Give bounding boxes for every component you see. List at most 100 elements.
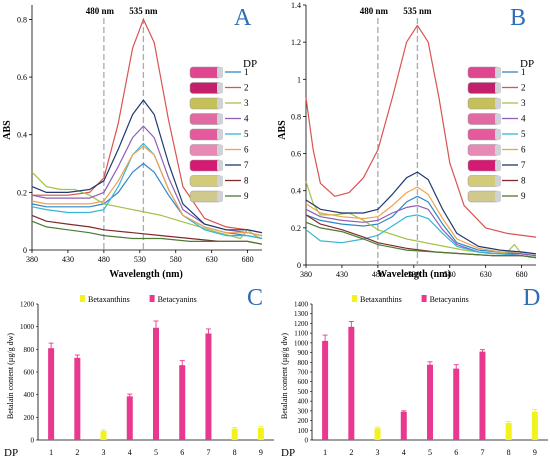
panel-d-x-tick-label: 1: [323, 448, 327, 457]
panel-c-letter: C: [247, 285, 263, 311]
panel-b-x-tick-label: 530: [408, 270, 420, 279]
panel-b-tube-cap-3: [495, 98, 501, 109]
panel-c-y-tick-label: 1200: [20, 301, 35, 309]
panel-c-bar-betaxanthins-8: [231, 428, 238, 440]
panel-d-y-tick-label: 1300: [294, 310, 309, 318]
panel-c-bar-betaxanthins-3: [100, 430, 107, 440]
panel-c-x-tick-label: 9: [259, 448, 263, 457]
panel-a-legend-label-8: 8: [244, 176, 249, 186]
panel-d-xlabel: DP: [281, 447, 295, 459]
panel-b-legend-label-7: 7: [521, 160, 526, 170]
panel-b-legend-label-1: 1: [521, 67, 526, 77]
panel-a-ref-label-535: 535 nm: [129, 6, 158, 16]
panel-a-tube-cap-9: [217, 191, 223, 202]
panel-a-legend-label-7: 7: [244, 160, 249, 170]
panel-a-tube-cap-4: [217, 113, 223, 125]
panel-b-y-tick-label: 1: [297, 75, 301, 84]
panel-b-tube-cap-1: [495, 67, 501, 78]
panel-a-legend-label-2: 2: [244, 83, 249, 93]
panel-a-series-line-3: [31, 171, 263, 240]
panel-d-x-tick-label: 8: [507, 448, 511, 457]
panel-b-legend-label-3: 3: [521, 98, 526, 108]
panel-d-bar-betacyanins-4: [400, 411, 407, 440]
panel-b-tube-cap-4: [495, 113, 501, 125]
panel-c-y-tick-label: 200: [24, 414, 35, 422]
panel-b-tube-cap-9: [495, 191, 501, 202]
panel-b-series-line-9: [305, 221, 537, 259]
panel-d-y-tick-label: 400: [298, 398, 309, 406]
panel-a-x-tick-label: 380: [26, 255, 38, 264]
panel-a-x-tick-label: 430: [62, 255, 74, 264]
panel-c-legend-swatch-betacyanins: [149, 295, 155, 302]
panel-b-y-tick-label: 1.2: [291, 38, 301, 47]
panel-c-x-tick-label: 6: [180, 448, 184, 457]
panel-c-y-tick-label: 0: [31, 437, 35, 445]
panel-d-bar-betacyanins-5: [427, 364, 433, 440]
panel-a-series-line-6: [31, 145, 263, 237]
panel-b-tube-cap-6: [495, 144, 501, 156]
panel-c-x-tick-label: 4: [128, 448, 132, 457]
panel-a-x-tick-label: 630: [206, 255, 218, 264]
panel-a-tube-cap-8: [217, 175, 223, 187]
panel-c-y-tick-label: 800: [24, 346, 35, 354]
panel-d-y-tick-label: 900: [298, 349, 309, 357]
panel-b-y-tick-label: 0.4: [291, 187, 301, 196]
panel-a-y-tick-label: 0.4: [17, 131, 27, 140]
panel-c-xlabel: DP: [4, 447, 18, 459]
panel-d-x-tick-label: 5: [428, 448, 432, 457]
panel-c-bar-betacyanins-2: [74, 357, 81, 440]
panel-c-y-tick-label: 1000: [20, 323, 35, 331]
panel-a-x-tick-label: 480: [98, 255, 110, 264]
panel-b-ref-label-535: 535 nm: [403, 6, 432, 16]
panel-b-x-tick-label: 430: [336, 270, 348, 279]
panel-d-legend-swatch-betaxanthins: [352, 295, 357, 302]
panel-a-series-line-7: [31, 99, 263, 234]
panel-a-tube-cap-3: [217, 98, 223, 109]
panel-b-y-tick-label: 0.8: [291, 112, 301, 121]
panel-b-tube-cap-8: [495, 175, 501, 187]
panel-d-ylabel: Betalain content (µg/g dw): [280, 333, 289, 419]
panel-b-legend-label-8: 8: [521, 176, 526, 186]
panel-b-series-line-1: [305, 195, 537, 257]
panel-a-legend-label-3: 3: [244, 98, 249, 108]
panel-d-x-tick-label: 3: [376, 448, 380, 457]
panel-d-y-tick-label: 600: [298, 378, 309, 386]
panel-d-y-tick-label: 1100: [294, 330, 308, 338]
panel-d-bar-betacyanins-6: [453, 368, 460, 440]
panel-a-series-line-2: [32, 18, 263, 234]
panel-b-tube-cap-7: [495, 160, 501, 171]
panel-c-legend-swatch-betaxanthins: [80, 295, 85, 302]
panel-b-tube-cap-5: [495, 129, 501, 140]
panel-c-ylabel: Betalain content (µg/g dw): [6, 333, 15, 419]
panel-a-y-tick-label: 0.6: [17, 73, 27, 82]
panel-d-bar-betacyanins-2: [348, 326, 355, 440]
panel-c-x-tick-label: 3: [102, 448, 106, 457]
panel-a-tube-cap-2: [217, 82, 223, 94]
panel-d-legend-label-betaxanthins: Betaxanthins: [360, 295, 402, 304]
panel-a-ylabel: ABS: [2, 120, 13, 140]
panel-b-series-line-5: [305, 214, 537, 259]
panel-b-x-tick-label: 580: [444, 270, 456, 279]
panel-c-legend-label-betacyanins: Betacyanins: [158, 295, 197, 304]
panel-d-bar-betaxanthins-8: [505, 423, 512, 440]
panel-d-x-tick-label: 9: [533, 448, 537, 457]
panel-c-bar-betacyanins-4: [126, 396, 133, 440]
panel-b-legend-title: DP: [520, 58, 534, 70]
panel-d-legend-label-betacyanins: Betacyanins: [430, 295, 469, 304]
panel-d-y-tick-label: 800: [298, 359, 309, 367]
panel-b-legend-label-5: 5: [521, 129, 526, 139]
panel-d-y-tick-label: 200: [298, 417, 309, 425]
panel-a-series-line-9: [31, 220, 263, 245]
panel-c-bar-betaxanthins-9: [257, 428, 264, 440]
panel-b-tube-cap-2: [495, 82, 501, 94]
panel-a-x-tick-label: 680: [242, 255, 254, 264]
panel-c-bar-betacyanins-6: [179, 365, 186, 440]
panel-d-x-tick-label: 2: [349, 448, 353, 457]
panel-d-bar-betaxanthins-3: [374, 428, 381, 440]
panel-c-bar-betacyanins-5: [153, 327, 159, 440]
panel-a-plot: 0 0.2 0.4 0.6 0.8 380 430 480 530 580 630 680 480 nm…: [17, 5, 263, 264]
panel-b-series-line-6: [305, 186, 537, 255]
panel-b-x-tick-label: 630: [480, 270, 492, 279]
